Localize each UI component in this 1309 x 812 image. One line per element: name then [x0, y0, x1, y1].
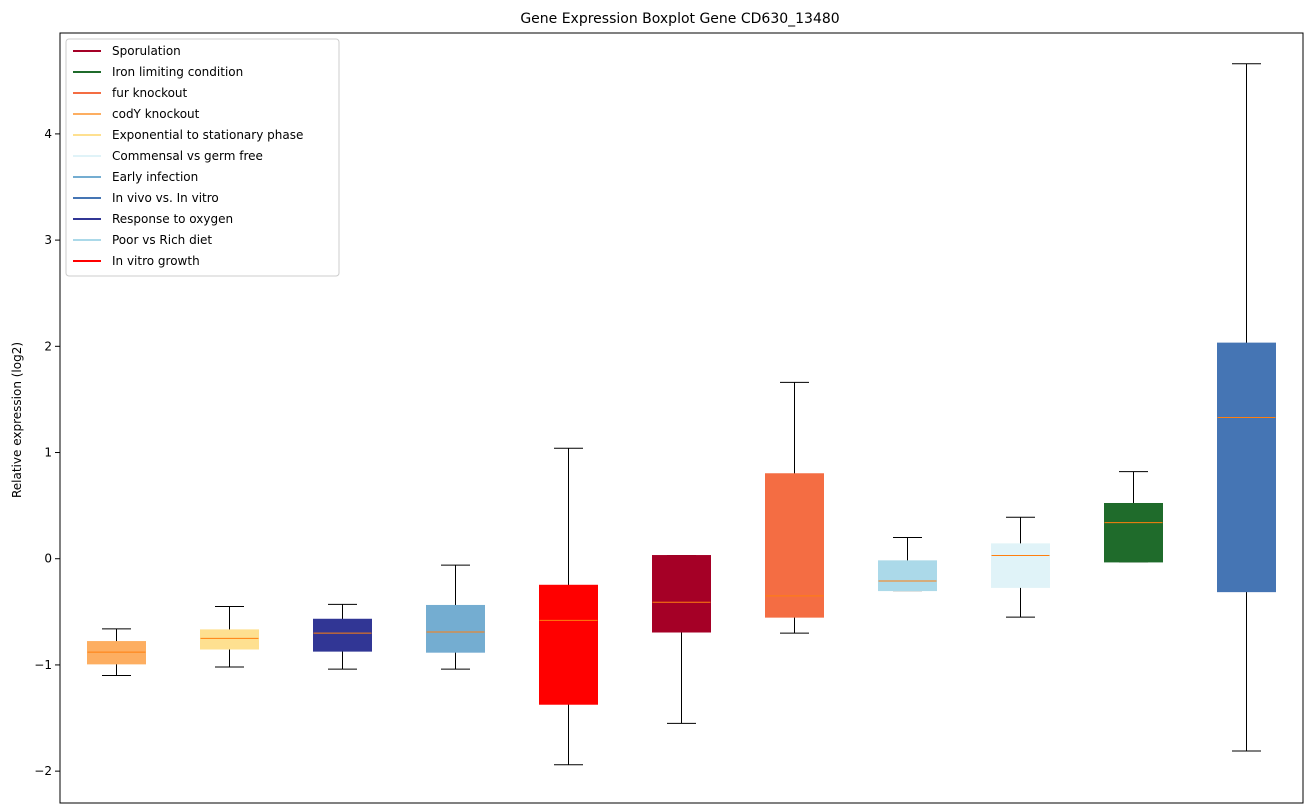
box-early-infection [426, 564, 485, 670]
box-body [313, 618, 372, 652]
box-body [1217, 342, 1276, 593]
chart-title: Gene Expression Boxplot Gene CD630_13480 [520, 11, 839, 27]
y-tick-label: 2 [44, 339, 52, 353]
legend-entry-label: Response to oxygen [112, 212, 233, 226]
box-iron-limiting-condition [1104, 471, 1163, 563]
box-cody-knockout [87, 628, 146, 677]
legend: Sporulation Iron limiting condition fur kn… [65, 38, 340, 277]
box-poor-vs-rich-diet [878, 536, 937, 592]
y-tick-label: 4 [44, 127, 52, 141]
box-body [426, 604, 485, 653]
y-tick-label: 3 [44, 233, 52, 247]
legend-entry-label: Commensal vs germ free [112, 149, 263, 163]
plot-frame [59, 32, 1304, 804]
box-body [991, 543, 1050, 588]
box-body [87, 641, 146, 665]
box-sporulation [652, 555, 711, 724]
box-commensal-vs-germ-free [991, 516, 1050, 618]
box-body [878, 560, 937, 592]
box-body [1104, 502, 1163, 563]
box-in-vivo-vs-in-vitro [1217, 63, 1276, 752]
legend-entry-label: In vivo vs. In vitro [112, 191, 219, 205]
box-body [539, 584, 598, 705]
legend-entry-label: Early infection [112, 170, 198, 184]
y-tick-label: −2 [34, 764, 52, 778]
legend-entry-label: Sporulation [112, 44, 181, 58]
box-fur-knockout [765, 381, 824, 634]
y-axis-label: Relative expression (log2) [10, 342, 24, 498]
y-tick-label: −1 [34, 658, 52, 672]
legend-frame [65, 38, 340, 277]
box-body [765, 473, 824, 618]
box-body [652, 555, 711, 633]
box-response-to-oxygen [313, 603, 372, 670]
legend-entry-label: fur knockout [112, 86, 188, 100]
y-tick-label: 1 [44, 446, 52, 460]
legend-entry-label: Iron limiting condition [112, 65, 243, 79]
box-exponential-to-stationary-phase [200, 606, 259, 668]
legend-entry-label: In vitro growth [112, 254, 200, 268]
box-body [200, 629, 259, 650]
y-tick-label: 0 [44, 552, 52, 566]
legend-entry-label: codY knockout [112, 107, 200, 121]
legend-entry-label: Poor vs Rich diet [112, 233, 212, 247]
legend-entry-label: Exponential to stationary phase [112, 128, 303, 142]
box-in-vitro-growth [539, 447, 598, 766]
